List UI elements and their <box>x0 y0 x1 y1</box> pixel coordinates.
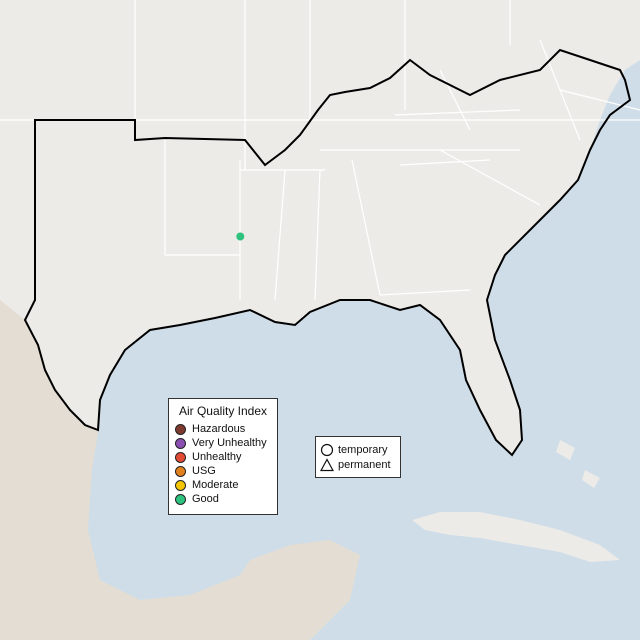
legend-label: Moderate <box>192 479 239 491</box>
unhealthy-swatch <box>175 451 186 463</box>
state-borders <box>0 0 640 301</box>
cuba-land <box>412 512 620 562</box>
legend-label: USG <box>192 465 216 477</box>
legend-item-good: Good <box>175 492 219 506</box>
legend-item-unhealthy: Unhealthy <box>175 450 242 464</box>
monitor-markers <box>236 232 245 241</box>
good-swatch <box>175 493 186 505</box>
very-unhealthy-swatch <box>175 437 186 449</box>
hazardous-swatch <box>175 423 186 435</box>
aqi-legend: Air Quality Index Hazardous Very Unhealt… <box>168 398 278 515</box>
legend-item-very-unhealthy: Very Unhealthy <box>175 436 267 450</box>
moderate-swatch <box>175 479 186 491</box>
legend-label: temporary <box>338 444 388 456</box>
legend-item-moderate: Moderate <box>175 478 238 492</box>
monitor-marker-good[interactable] <box>236 232 245 241</box>
legend-label: Unhealthy <box>192 451 242 463</box>
monitor-type-legend: temporary permanent <box>315 436 401 478</box>
legend-item-usg: USG <box>175 464 216 478</box>
bahamas-land <box>556 440 600 488</box>
circle-icon <box>320 443 334 457</box>
legend-item-hazardous: Hazardous <box>175 422 245 436</box>
mexico-land <box>0 280 360 640</box>
legend-label: Very Unhealthy <box>192 437 267 449</box>
legend-label: permanent <box>338 459 391 471</box>
legend-item-permanent: permanent <box>320 458 391 472</box>
legend-label: Hazardous <box>192 423 246 435</box>
legend-item-temporary: temporary <box>320 443 388 457</box>
legend-label: Good <box>192 493 219 505</box>
triangle-icon <box>320 458 334 472</box>
aqi-legend-title: Air Quality Index <box>178 404 268 418</box>
usg-swatch <box>175 465 186 477</box>
us-land <box>0 0 640 455</box>
region-outline <box>23 48 632 457</box>
